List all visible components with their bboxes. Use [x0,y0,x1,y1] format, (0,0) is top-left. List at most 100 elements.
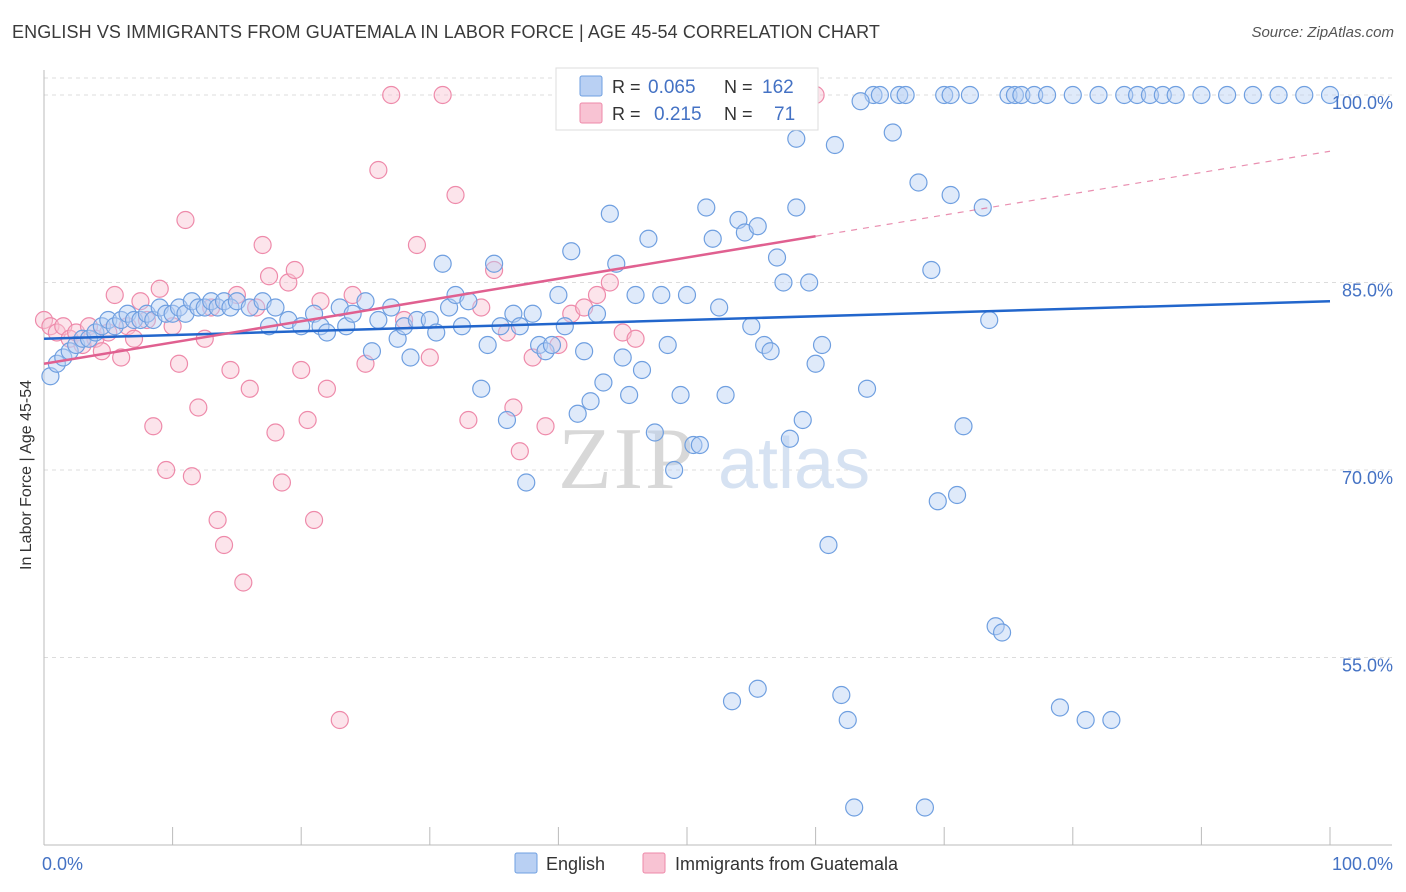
english-point-74 [581,392,600,411]
english-point-87 [665,460,684,480]
english-point-109 [812,335,832,355]
guatemala-trend-extension [815,150,1331,237]
english-point-71 [562,242,581,261]
english-point-33 [266,298,285,317]
english-point-104 [780,429,799,448]
english-point-79 [613,348,632,367]
english-point-139 [1050,698,1070,717]
english-point-121 [909,173,928,192]
english-point-143 [1102,710,1121,730]
guatemala-n-value: 71 [774,104,795,125]
english-point-52 [433,254,452,273]
legend-guatemala-label: Immigrants from Guatemala [675,854,899,874]
english-point-111 [825,135,844,155]
english-point-89 [677,285,697,305]
english-point-129 [960,85,980,105]
english-point-148 [1166,85,1185,105]
grid-lines [44,77,1392,658]
guatemala-point-14 [124,329,144,348]
english-point-112 [832,685,851,705]
guatemala-point-42 [304,510,324,530]
guatemala-point-39 [285,260,304,280]
guatemala-point-51 [407,235,427,255]
guatemala-point-22 [176,210,195,230]
english-point-84 [645,423,664,442]
y-tick-label-2: 85.0% [1342,281,1393,301]
english-point-131 [980,310,999,330]
english-point-86 [658,335,677,355]
english-point-64 [517,473,536,492]
english-point-110 [819,535,838,555]
english-point-127 [947,485,967,505]
guatemala-point-54 [446,185,465,205]
english-point-58 [478,335,497,355]
stats-legend-guatemala-swatch [579,102,603,124]
guatemala-point-48 [369,160,388,180]
english-point-153 [1295,85,1314,105]
english-point-140 [1063,85,1082,105]
guatemala-point-11 [105,285,124,305]
watermark-atlas: atlas [718,424,870,504]
english-point-95 [716,385,735,405]
series-english-points [41,85,1340,817]
english-point-123 [922,260,941,280]
english-point-125 [935,85,954,105]
guatemala-point-31 [234,573,253,592]
english-point-57 [472,379,491,398]
guatemala-point-49 [382,85,401,105]
english-point-92 [697,198,716,217]
bottom-legend: English Immigrants from Guatemala [514,852,899,874]
trend-lines [43,150,1331,365]
english-point-105 [787,198,806,217]
guatemala-point-60 [510,442,529,461]
stats-legend-english-swatch [579,75,603,97]
english-point-135 [1005,85,1025,105]
guatemala-n-label: N = [724,104,753,124]
guatemala-point-27 [208,510,227,530]
english-point-83 [639,229,658,248]
english-point-156 [851,92,870,111]
english-point-91 [690,435,709,455]
legend-english-label: English [546,854,605,874]
guatemala-point-62 [536,417,555,436]
english-point-157 [941,185,960,205]
english-point-151 [1243,85,1262,105]
axes [43,70,1392,846]
y-tick-label-0: 55.0% [1342,656,1393,676]
english-point-90 [684,435,703,455]
english-point-76 [594,373,613,392]
english-point-107 [800,273,819,292]
english-point-42 [356,292,375,311]
english-point-141 [1076,710,1095,730]
guatemala-point-28 [214,535,234,555]
english-point-155 [787,129,806,148]
english-point-44 [369,310,388,330]
english-point-124 [928,492,947,511]
guatemala-point-55 [459,410,478,430]
english-r-value: 0.065 [648,77,696,98]
english-point-94 [710,298,729,317]
english-point-154 [1320,85,1340,105]
guatemala-point-32 [240,379,259,398]
english-point-152 [1269,85,1288,105]
guatemala-point-24 [189,398,208,417]
english-point-81 [626,285,645,305]
english-n-value: 162 [762,77,794,98]
english-point-115 [857,379,877,398]
english-point-126 [941,85,960,105]
english-point-65 [523,304,542,323]
guatemala-point-44 [317,379,337,398]
guatemala-point-29 [221,360,240,380]
english-point-158 [748,679,767,698]
english-n-label: N = [724,77,753,97]
guatemala-point-69 [626,329,645,348]
english-point-70 [555,317,574,336]
guatemala-trend-line [43,235,816,365]
guatemala-point-53 [433,85,452,105]
guatemala-point-12 [112,348,131,367]
guatemala-point-66 [587,285,607,305]
english-point-138 [1037,85,1057,105]
x-tick-label-max: 100.0% [1332,854,1393,874]
guatemala-point-45 [330,710,349,730]
